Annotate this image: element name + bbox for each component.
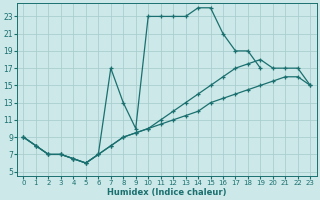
X-axis label: Humidex (Indice chaleur): Humidex (Indice chaleur) (107, 188, 227, 197)
